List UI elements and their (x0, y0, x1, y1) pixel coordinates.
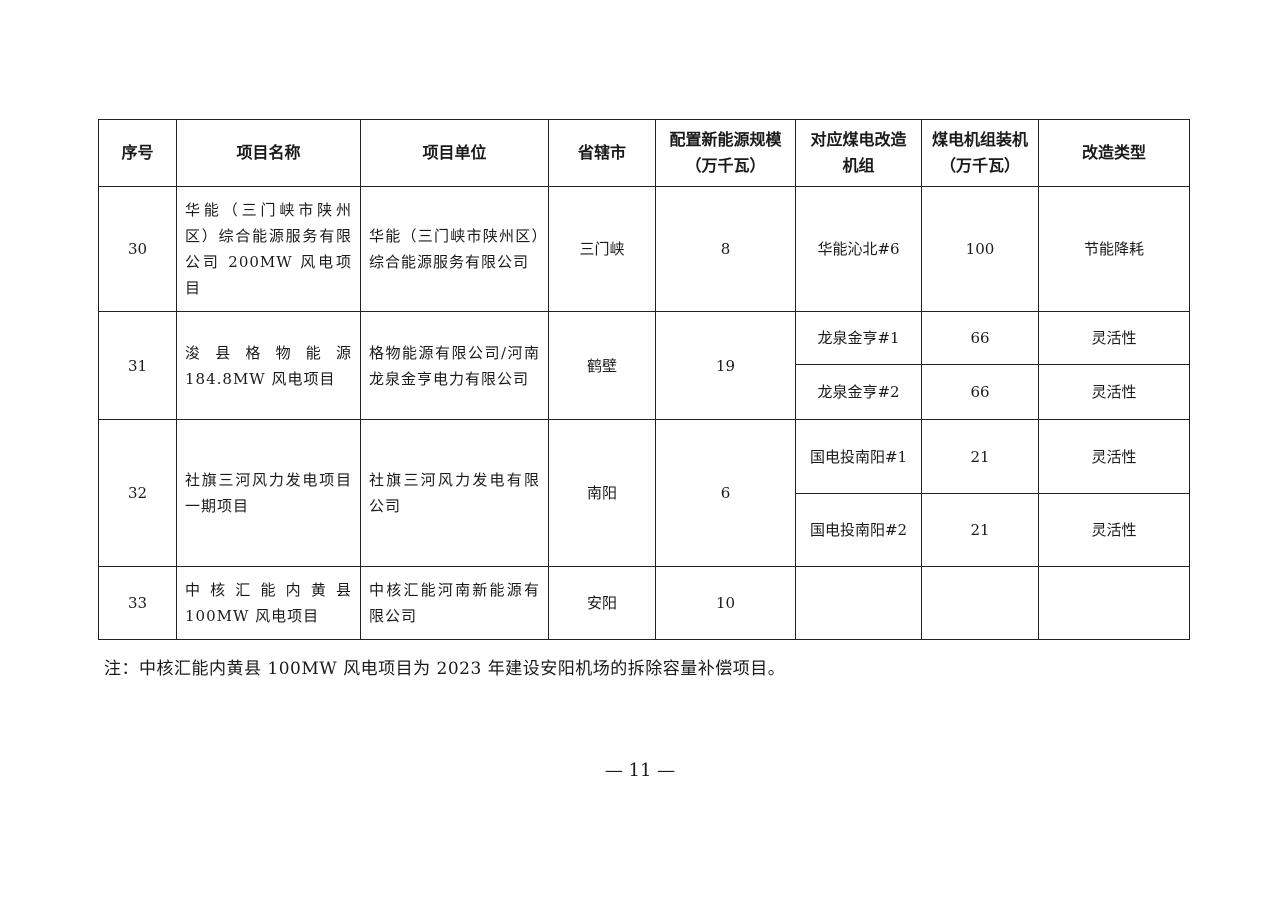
cell-coal-unit: 龙泉金亨#2 (795, 364, 922, 420)
cell-coal-unit: 国电投南阳#2 (795, 493, 922, 567)
cell-scale: 19 (655, 311, 796, 420)
cell-capacity: 21 (921, 419, 1039, 494)
cell-unit: 社旗三河风力发电有限公司 (360, 419, 549, 567)
header-capacity: 煤电机组装机（万千瓦） (921, 119, 1039, 187)
cell-type: 灵活性 (1038, 493, 1190, 567)
cell-no: 31 (98, 311, 177, 420)
cell-unit: 格物能源有限公司/河南龙泉金亨电力有限公司 (360, 311, 549, 420)
header-type: 改造类型 (1038, 119, 1190, 187)
cell-scale: 6 (655, 419, 796, 567)
cell-capacity: 66 (921, 364, 1039, 420)
table-row: 33 中核汇能内黄县100MW 风电项目 中核汇能河南新能源有限公司 安阳 10 (98, 566, 1190, 640)
cell-type: 灵活性 (1038, 419, 1190, 494)
cell-no: 30 (98, 186, 177, 312)
header-unit: 项目单位 (360, 119, 549, 187)
cell-coal-unit: 华能沁北#6 (795, 186, 922, 312)
cell-no: 32 (98, 419, 177, 567)
table-note: 注：中核汇能内黄县 100MW 风电项目为 2023 年建设安阳机场的拆除容量补… (104, 659, 786, 679)
cell-city: 鹤壁 (548, 311, 656, 420)
cell-coal-unit: 龙泉金亨#1 (795, 311, 922, 365)
header-name: 项目名称 (176, 119, 361, 187)
table-row: 31 浚县格物能源184.8MW 风电项目 格物能源有限公司/河南龙泉金亨电力有… (98, 311, 1190, 420)
cell-type: 节能降耗 (1038, 186, 1190, 312)
cell-capacity (921, 566, 1039, 640)
cell-name: 华能（三门峡市陕州区）综合能源服务有限公司 200MW 风电项目 (176, 186, 361, 312)
cell-scale: 10 (655, 566, 796, 640)
cell-unit: 华能（三门峡市陕州区）综合能源服务有限公司 (360, 186, 549, 312)
cell-name: 中核汇能内黄县100MW 风电项目 (176, 566, 361, 640)
page-number: — 11 — (604, 760, 676, 781)
table-row: 国电投南阳#2 21 灵活性 (99, 493, 1190, 567)
cell-unit: 中核汇能河南新能源有限公司 (360, 566, 549, 640)
table-row: 32 社旗三河风力发电项目一期项目 社旗三河风力发电有限公司 南阳 6 国电投南… (98, 419, 1190, 567)
cell-name: 浚县格物能源184.8MW 风电项目 (176, 311, 361, 420)
cell-coal-unit (795, 566, 922, 640)
cell-name: 社旗三河风力发电项目一期项目 (176, 419, 361, 567)
project-table: 序号 项目名称 项目单位 省辖市 配置新能源规模（万千瓦） 对应煤电改造机组 煤… (98, 119, 1190, 640)
header-coal-unit: 对应煤电改造机组 (795, 119, 922, 187)
table-header-row: 序号 项目名称 项目单位 省辖市 配置新能源规模（万千瓦） 对应煤电改造机组 煤… (98, 119, 1190, 187)
cell-city: 安阳 (548, 566, 656, 640)
header-scale: 配置新能源规模（万千瓦） (655, 119, 796, 187)
table-row: 30 华能（三门峡市陕州区）综合能源服务有限公司 200MW 风电项目 华能（三… (98, 186, 1190, 312)
cell-coal-unit: 国电投南阳#1 (795, 419, 922, 494)
cell-capacity: 21 (921, 493, 1039, 567)
cell-capacity: 100 (921, 186, 1039, 312)
table-row: 龙泉金亨#2 66 灵活性 (99, 364, 1190, 420)
cell-scale: 8 (655, 186, 796, 312)
cell-type (1038, 566, 1190, 640)
cell-no: 33 (98, 566, 177, 640)
cell-city: 南阳 (548, 419, 656, 567)
cell-capacity: 66 (921, 311, 1039, 365)
cell-type: 灵活性 (1038, 311, 1190, 365)
header-no: 序号 (98, 119, 177, 187)
header-city: 省辖市 (548, 119, 656, 187)
cell-city: 三门峡 (548, 186, 656, 312)
cell-type: 灵活性 (1038, 364, 1190, 420)
